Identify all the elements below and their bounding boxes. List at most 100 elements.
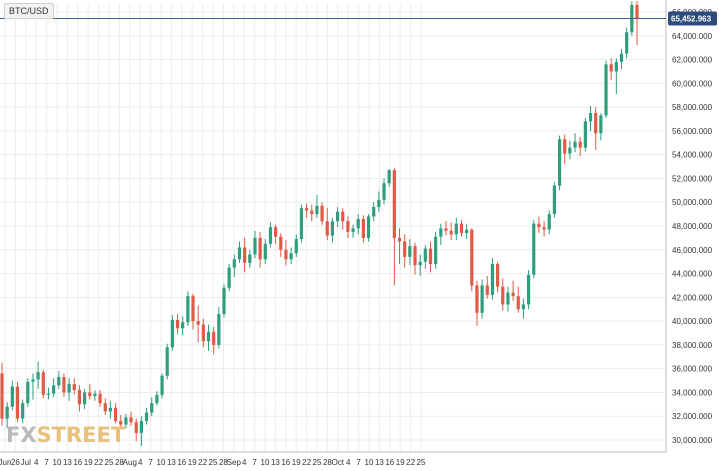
- candle-down: [609, 58, 613, 80]
- candle-down: [563, 134, 567, 165]
- candle-body: [552, 185, 556, 215]
- x-tick-label: 13: [271, 458, 280, 467]
- candle-body: [165, 347, 169, 376]
- candle-body: [423, 248, 427, 262]
- candle-up: [521, 298, 526, 319]
- candle-up: [263, 239, 267, 265]
- y-tick-label: 58,000.000: [672, 103, 713, 112]
- candle-body: [15, 386, 20, 419]
- candle-up: [465, 223, 469, 240]
- candle-body: [160, 375, 164, 395]
- candle-up: [227, 264, 231, 292]
- candle-body: [609, 64, 613, 72]
- candle-up: [532, 220, 536, 279]
- candle-body: [212, 331, 216, 345]
- candle-up: [547, 210, 551, 235]
- x-tick-label: Jun: [0, 458, 11, 467]
- candle-down: [103, 398, 107, 416]
- candle-down: [449, 222, 453, 241]
- x-tick-label: 16: [177, 458, 186, 467]
- candle-up: [568, 140, 572, 160]
- candle-down: [77, 385, 82, 412]
- candle-up: [454, 217, 458, 241]
- candle-body: [62, 376, 66, 393]
- y-tick-label: 62,000.000: [672, 56, 713, 65]
- candle-up: [206, 324, 211, 351]
- candle-down: [279, 233, 283, 257]
- candle-up: [335, 206, 340, 228]
- x-tick-label: 4: [34, 458, 39, 467]
- candle-body: [573, 141, 577, 148]
- candle-body: [578, 141, 582, 148]
- candle-up: [506, 286, 510, 312]
- candle-body: [413, 246, 417, 266]
- candle-body: [222, 287, 226, 314]
- candle-body: [181, 322, 185, 329]
- candle-down: [41, 369, 45, 399]
- candle-body: [170, 319, 174, 348]
- candle-down: [72, 378, 76, 395]
- candle-body: [594, 113, 598, 134]
- x-tick-label: 7: [148, 458, 153, 467]
- candle-down: [361, 215, 365, 243]
- candle-body: [289, 253, 293, 260]
- candle-body: [41, 372, 45, 395]
- candle-up: [10, 380, 14, 411]
- candle-body: [315, 205, 319, 215]
- x-tick-label: 19: [188, 458, 197, 467]
- candle-down: [134, 418, 138, 442]
- candle-up: [155, 391, 159, 406]
- candle-down: [485, 275, 489, 299]
- candle-body: [583, 121, 587, 148]
- candle-body: [310, 210, 314, 215]
- candle-up: [387, 168, 391, 187]
- candle-body: [588, 113, 593, 122]
- candle-up: [366, 214, 371, 242]
- x-tick-label: 10: [53, 458, 62, 467]
- candle-up: [583, 117, 587, 152]
- candle-body: [284, 249, 288, 260]
- candle-down: [320, 202, 324, 225]
- candle-body: [454, 223, 458, 235]
- x-tick-label: 28: [323, 458, 332, 467]
- candle-up: [5, 401, 9, 429]
- candle-body: [113, 407, 118, 421]
- candle-body: [625, 32, 629, 54]
- x-tick-label: Aug: [123, 458, 137, 467]
- candle-body: [511, 292, 515, 297]
- candle-body: [196, 321, 200, 325]
- x-tick-label: Sep: [227, 458, 242, 467]
- candlestick-series: [0, 1, 639, 446]
- x-tick-label: 19: [396, 458, 405, 467]
- candle-body: [103, 403, 107, 412]
- candle-up: [619, 48, 624, 70]
- candle-up: [67, 378, 71, 401]
- candle-body: [93, 393, 97, 397]
- x-tick-label: 4: [138, 458, 143, 467]
- candle-up: [232, 254, 236, 278]
- candle-body: [57, 376, 61, 386]
- candle-up: [330, 217, 335, 243]
- candle-body: [232, 259, 236, 268]
- candle-down: [346, 216, 350, 238]
- y-tick-label: 56,000.000: [672, 127, 713, 136]
- candle-body: [268, 227, 273, 244]
- candle-down: [413, 242, 417, 275]
- candle-body: [320, 205, 324, 222]
- candle-down: [594, 107, 598, 150]
- candle-body: [501, 286, 505, 305]
- candle-body: [191, 296, 195, 322]
- candle-down: [542, 221, 546, 237]
- candle-body: [279, 236, 283, 250]
- candle-body: [346, 221, 350, 232]
- candle-body: [72, 384, 76, 391]
- candle-body: [88, 392, 92, 397]
- x-tick-label: 7: [356, 458, 361, 467]
- candle-down: [475, 280, 479, 326]
- y-tick-label: 34,000.000: [672, 388, 713, 397]
- candle-body: [563, 139, 567, 154]
- candle-body: [52, 385, 56, 394]
- candle-up: [181, 316, 185, 336]
- x-tick-label: 25: [209, 458, 218, 467]
